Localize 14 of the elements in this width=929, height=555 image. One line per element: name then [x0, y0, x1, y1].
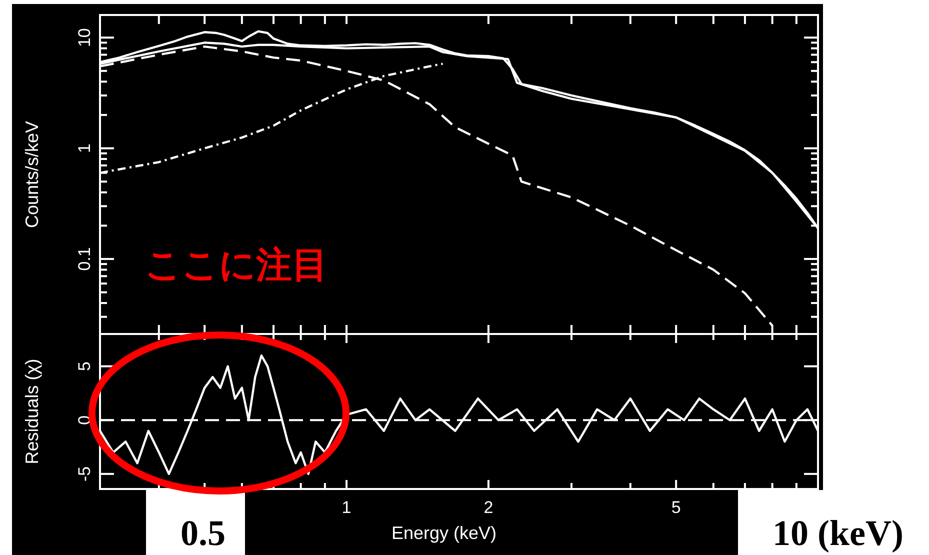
x-tick-label: 2 [484, 498, 494, 517]
text: 10 (keV) [772, 513, 904, 553]
y-axis-title: Residuals (χ) [22, 358, 42, 464]
y-tick-label: 5 [75, 362, 94, 372]
y-tick-label: 0.1 [75, 247, 94, 271]
x-axis-title: Energy (keV) [391, 523, 497, 543]
x-tick-label: 1 [342, 498, 352, 517]
annotation: ここに注目 [145, 245, 328, 286]
y-tick-label: 1 [75, 144, 94, 154]
text: 0.5 [180, 513, 226, 553]
y-axis-title: Counts/s/keV [22, 120, 42, 228]
y-tick-label: 10 [75, 28, 94, 48]
x-tick-label: 5 [671, 498, 681, 517]
y-tick-label: -5 [75, 466, 94, 482]
